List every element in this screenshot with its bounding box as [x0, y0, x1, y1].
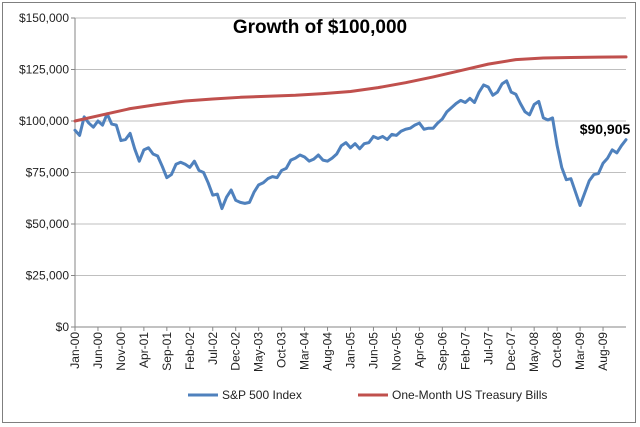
treasury-bills-line: [73, 55, 628, 123]
x-tick-label: Apr-01: [137, 332, 151, 368]
x-tick-label: Jul-07: [481, 332, 495, 365]
gridlines: [75, 17, 626, 276]
x-tick-label: Sep-01: [160, 332, 174, 371]
x-tick-label: Nov-05: [389, 332, 403, 371]
x-tick-label: Sep-06: [435, 332, 449, 371]
x-tick-label: Nov-00: [114, 332, 128, 371]
legend-label-treasury: One-Month US Treasury Bills: [392, 388, 547, 402]
x-tick-label: Mar-09: [573, 332, 587, 370]
x-tick-label: Dec-02: [229, 332, 243, 371]
legend: S&P 500 Index One-Month US Treasury Bills: [188, 388, 547, 402]
y-tick-label: $25,000: [26, 269, 70, 283]
sp500-line: [73, 79, 628, 211]
x-tick-label: Jan-05: [344, 332, 358, 369]
legend-label-sp500: S&P 500 Index: [222, 388, 302, 402]
end-value-annotation: $90,905: [580, 121, 631, 137]
x-tick-label: Aug-04: [321, 332, 335, 371]
chart-frame: [2, 2, 636, 423]
x-tick-label: Mar-04: [298, 332, 312, 370]
y-tick-label: $100,000: [19, 114, 69, 128]
y-tick-label: $75,000: [26, 166, 70, 180]
y-tick-label: $0: [56, 320, 70, 334]
x-tick-label: Apr-06: [412, 332, 426, 368]
x-tick-label: May-03: [252, 332, 266, 372]
y-tick-label: $150,000: [19, 11, 69, 25]
x-tick-label: May-08: [527, 332, 541, 372]
x-tick-label: Jun-00: [91, 332, 105, 369]
x-tick-label: Oct-08: [550, 332, 564, 368]
y-tick-label: $125,000: [19, 63, 69, 77]
y-tick-label: $50,000: [26, 217, 70, 231]
x-tick-label: Feb-02: [183, 332, 197, 370]
x-tick-label: Feb-07: [458, 332, 472, 370]
axes: $0 $25,000 $50,000 $75,000 $100,000 $125,000 $…: [19, 11, 626, 372]
series-lines: [73, 55, 628, 211]
x-tick-label: Aug-09: [596, 332, 610, 371]
x-tick-label: Jan-00: [68, 332, 82, 369]
x-tick-label: Oct-03: [275, 332, 289, 368]
chart-title: Growth of $100,000: [233, 17, 407, 38]
x-tick-label: Jun-05: [366, 332, 380, 369]
x-tick-label: Dec-07: [504, 332, 518, 371]
x-tick-label: Jul-02: [206, 332, 220, 365]
